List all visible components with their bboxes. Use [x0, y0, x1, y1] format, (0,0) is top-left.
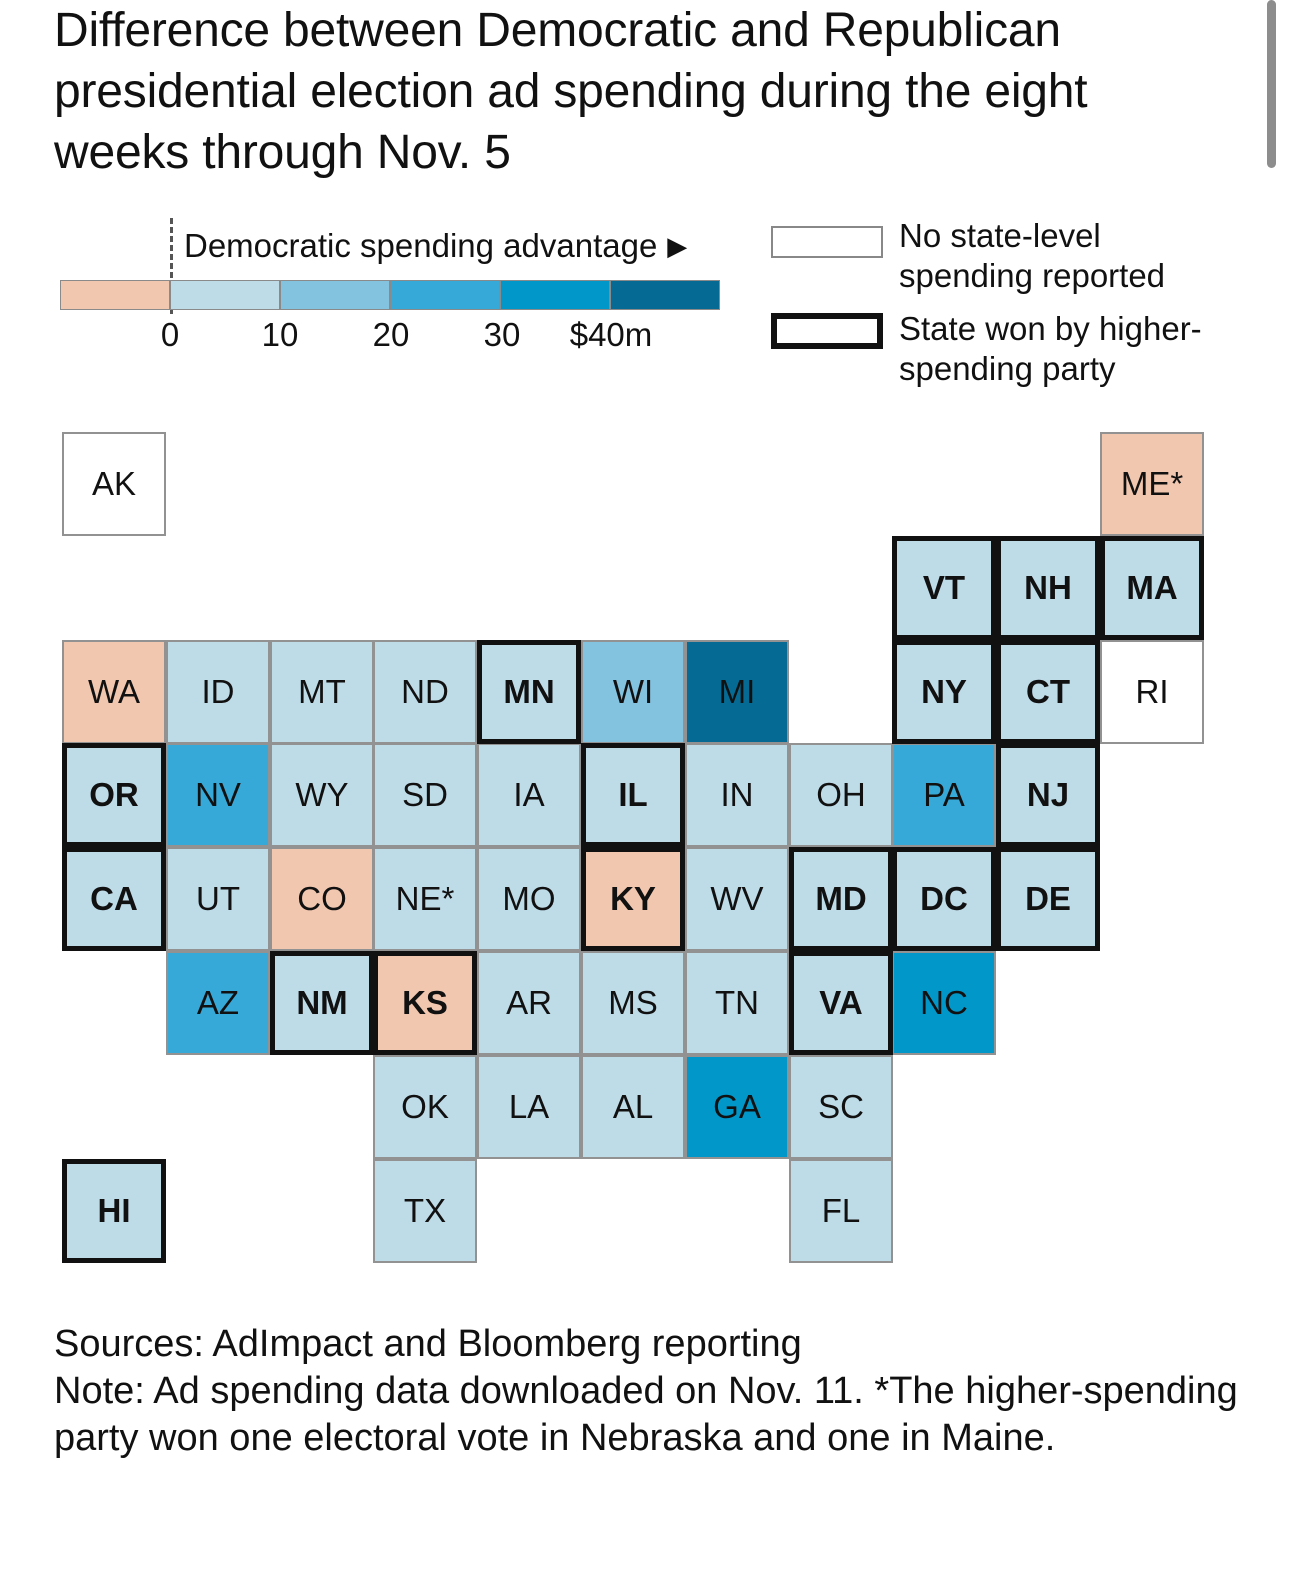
scale-segment — [280, 280, 390, 310]
scale-segment — [610, 280, 720, 310]
state-tile-ak: AK — [62, 432, 166, 536]
no-data-label: No state-level spending reported — [899, 217, 1166, 294]
state-tile-ms: MS — [581, 951, 685, 1055]
scrollbar[interactable] — [1267, 0, 1276, 168]
scale-segment — [500, 280, 610, 310]
state-tile-nv: NV — [166, 743, 270, 847]
won-swatch — [771, 313, 883, 349]
state-tile-la: LA — [477, 1055, 581, 1159]
state-tile-me: ME* — [1100, 432, 1204, 536]
state-tile-ky: KY — [581, 847, 685, 951]
scale-segment — [60, 280, 170, 310]
state-tile-ut: UT — [166, 847, 270, 951]
state-tile-nd: ND — [373, 640, 477, 744]
state-tile-ks: KS — [373, 951, 477, 1055]
state-tile-wi: WI — [581, 640, 685, 744]
state-tile-ri: RI — [1100, 640, 1204, 744]
note-text: Note: Ad spending data downloaded on Nov… — [54, 1370, 1238, 1459]
state-tile-hi: HI — [62, 1159, 166, 1263]
scale-tick-label: 20 — [372, 316, 410, 353]
state-tile-nc: NC — [892, 951, 996, 1055]
state-tile-sd: SD — [373, 743, 477, 847]
state-tile-de: DE — [996, 847, 1100, 951]
state-tile-id: ID — [166, 640, 270, 744]
state-tile-co: CO — [270, 847, 374, 951]
scale-tick-label: 30 — [483, 316, 521, 353]
state-tile-oh: OH — [789, 743, 893, 847]
state-tile-or: OR — [62, 743, 166, 847]
state-tile-in: IN — [685, 743, 789, 847]
state-tile-pa: PA — [892, 743, 996, 847]
won-label: State won by higher-spending party — [899, 310, 1202, 387]
state-tile-va: VA — [789, 951, 893, 1055]
right-triangle-icon: ▶ — [667, 231, 688, 261]
state-tile-ca: CA — [62, 847, 166, 951]
state-tile-nm: NM — [270, 951, 374, 1055]
state-tile-al: AL — [581, 1055, 685, 1159]
state-tile-az: AZ — [166, 951, 270, 1055]
state-tile-wv: WV — [685, 847, 789, 951]
state-tile-nj: NJ — [996, 743, 1100, 847]
advantage-label: Democratic spending advantage — [184, 227, 658, 264]
state-tile-nh: NH — [996, 536, 1100, 640]
state-tile-ok: OK — [373, 1055, 477, 1159]
state-tile-ia: IA — [477, 743, 581, 847]
state-tile-tx: TX — [373, 1159, 477, 1263]
state-tile-ny: NY — [892, 640, 996, 744]
state-tile-ct: CT — [996, 640, 1100, 744]
sources-text: Sources: AdImpact and Bloomberg reportin… — [54, 1323, 802, 1365]
state-tile-mo: MO — [477, 847, 581, 951]
state-tile-il: IL — [581, 743, 685, 847]
chart-title: Difference between Democratic and Republ… — [54, 4, 1088, 179]
state-tile-sc: SC — [789, 1055, 893, 1159]
state-tile-ga: GA — [685, 1055, 789, 1159]
state-tile-tn: TN — [685, 951, 789, 1055]
state-tile-fl: FL — [789, 1159, 893, 1263]
scale-tick-label: $40m — [569, 316, 653, 353]
state-tile-mi: MI — [685, 640, 789, 744]
scale-tick-label: 10 — [261, 316, 299, 353]
advantage-legend: Democratic spending advantage ▶ — [184, 226, 687, 266]
state-tile-ne: NE* — [373, 847, 477, 951]
state-tile-md: MD — [789, 847, 893, 951]
scale-segment — [390, 280, 500, 310]
no-data-swatch — [771, 226, 883, 258]
state-tile-mn: MN — [477, 640, 581, 744]
color-scale — [60, 280, 720, 310]
state-tile-wa: WA — [62, 640, 166, 744]
footer: Sources: AdImpact and Bloomberg reportin… — [54, 1321, 1244, 1462]
scale-segment — [170, 280, 280, 310]
scale-tick-label: 0 — [160, 316, 180, 353]
state-tile-vt: VT — [892, 536, 996, 640]
state-tile-dc: DC — [892, 847, 996, 951]
state-tile-wy: WY — [270, 743, 374, 847]
zero-line-marker — [170, 218, 173, 314]
state-tile-mt: MT — [270, 640, 374, 744]
state-tile-ma: MA — [1100, 536, 1204, 640]
state-tile-ar: AR — [477, 951, 581, 1055]
